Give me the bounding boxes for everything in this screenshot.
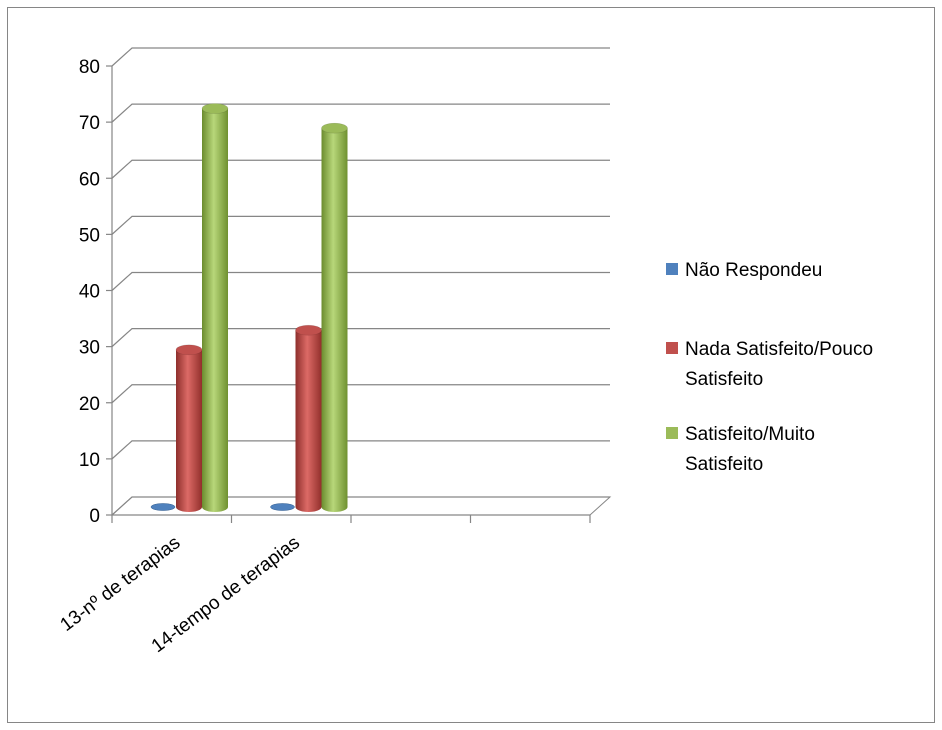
legend-label: Nada Satisfeito/Pouco — [685, 339, 873, 360]
gridline — [111, 271, 610, 291]
legend-label: Satisfeito/Muito — [685, 424, 815, 445]
bar — [150, 503, 176, 511]
y-tick-label: 70 — [79, 113, 100, 134]
legend-label: Não Respondeu — [685, 260, 822, 281]
legend-marker — [666, 342, 678, 354]
gridline — [111, 496, 610, 516]
gridline — [111, 103, 610, 123]
y-tick-label: 30 — [79, 338, 100, 359]
bar — [175, 344, 203, 512]
y-tick-label: 80 — [79, 57, 100, 78]
y-tick-label: 10 — [79, 450, 100, 471]
bar — [270, 503, 295, 511]
y-tick-label: 50 — [79, 225, 100, 246]
gridline — [111, 384, 610, 404]
bars — [150, 103, 348, 512]
bar — [295, 324, 322, 512]
bar — [201, 103, 229, 512]
y-axis-tick-labels: 0 10 20 30 40 50 60 70 80 — [79, 57, 100, 527]
gridline — [111, 215, 610, 235]
legend-label: Satisfeito — [685, 369, 763, 390]
gridline — [111, 47, 610, 67]
y-tick-label: 20 — [79, 394, 100, 415]
axes — [106, 65, 591, 523]
legend-label: Satisfeito — [685, 454, 763, 475]
legend-marker — [666, 427, 678, 439]
gridlines — [111, 47, 610, 516]
legend-marker — [666, 263, 678, 275]
y-tick-label: 60 — [79, 169, 100, 190]
y-tick-label: 0 — [89, 506, 100, 527]
gridline — [111, 159, 610, 179]
bar — [321, 122, 348, 512]
gridline — [111, 440, 610, 460]
legend: Não Respondeu Nada Satisfeito/Pouco Satisf… — [666, 260, 873, 475]
y-tick-label: 40 — [79, 282, 100, 303]
gridline — [111, 328, 610, 348]
